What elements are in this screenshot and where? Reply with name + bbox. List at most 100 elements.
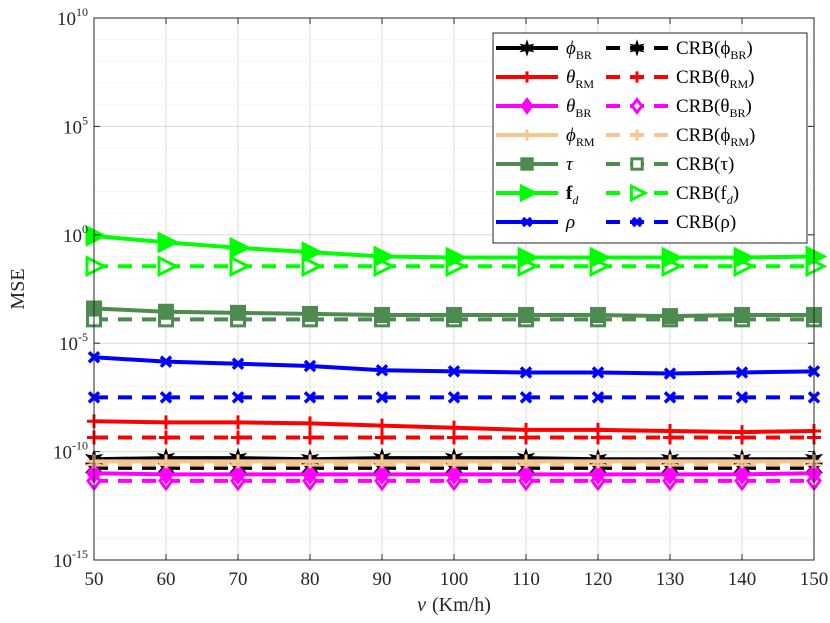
legend-label-sub: BR	[729, 106, 745, 120]
legend-entry-φ_BR: ϕBR	[496, 38, 592, 62]
legend-entry-CRB(φ_BR): CRB(ϕBR)	[606, 38, 753, 62]
marker-diamond	[158, 463, 174, 485]
legend-label-main: CRB(ϕ	[676, 38, 730, 59]
marker-x	[663, 367, 677, 380]
marker-star	[629, 39, 645, 57]
legend-entry-ρ: ρ	[496, 212, 575, 233]
legend-entry-CRB(θ_BR): CRB(θBR)	[606, 96, 752, 120]
legend-label-main: θ	[566, 96, 575, 117]
marker-plus	[159, 415, 173, 430]
y-tick-label: 105	[63, 113, 88, 138]
y-tick-base: 10	[57, 9, 76, 30]
marker-x	[735, 391, 749, 404]
legend-label-main: CRB(ρ)	[676, 212, 736, 233]
marker-plus	[735, 425, 749, 440]
legend-entry-f_d: fd	[496, 183, 579, 207]
legend-label-close: )	[733, 183, 739, 204]
marker-x	[159, 355, 173, 368]
marker-x	[375, 391, 389, 404]
marker-square	[520, 157, 534, 171]
marker-plus	[303, 430, 317, 445]
marker-diamond	[662, 463, 678, 485]
legend-label-sub: d	[727, 193, 734, 207]
legend-label-main: θ	[566, 67, 575, 88]
legend-box	[492, 32, 808, 244]
y-tick-label: 100	[63, 222, 88, 247]
y-tick-exponent: -10	[72, 439, 88, 453]
legend-label: CRB(ρ)	[676, 212, 736, 233]
marker-diamond	[518, 463, 534, 485]
marker-triangle	[157, 231, 180, 254]
marker-square	[662, 308, 678, 325]
legend-label: ϕRM	[566, 125, 595, 149]
legend-label-main: CRB(τ)	[676, 154, 734, 175]
marker-plus	[303, 416, 317, 431]
legend-label-sub: BR	[576, 48, 592, 62]
marker-x	[447, 365, 461, 378]
y-tick-exponent: -5	[78, 330, 88, 344]
marker-triangle	[85, 255, 108, 278]
legend-label-main: ϕ	[566, 38, 576, 59]
marker-plus	[519, 422, 533, 437]
x-tick-label: 80	[301, 569, 320, 590]
marker-plus	[735, 454, 749, 469]
legend-label-sub: d	[572, 193, 579, 207]
marker-plus	[375, 454, 389, 469]
legend-entry-θ_RM: θRM	[496, 67, 594, 91]
marker-diamond	[374, 463, 390, 485]
legend-label: CRB(fd)	[676, 183, 739, 207]
marker-square	[230, 304, 246, 321]
marker-diamond	[446, 463, 462, 485]
marker-x	[159, 391, 173, 404]
marker-square	[734, 307, 750, 324]
marker-plus	[159, 454, 173, 469]
y-tick-label: 10-10	[53, 439, 88, 464]
legend-label: τ	[566, 154, 574, 175]
marker-plus	[231, 415, 245, 430]
y-tick-label: 10-15	[53, 547, 88, 572]
marker-plus	[663, 454, 677, 469]
marker-square	[158, 303, 174, 320]
y-tick-exponent: 0	[82, 222, 88, 236]
x-tick-label: 100	[440, 569, 469, 590]
marker-plus	[521, 71, 533, 83]
marker-x	[591, 391, 605, 404]
x-tick-label: 140	[728, 569, 757, 590]
marker-triangle	[629, 183, 649, 203]
legend-label-sub: RM	[575, 77, 594, 91]
legend-label-sub: BR	[730, 48, 746, 62]
marker-plus	[591, 422, 605, 437]
y-tick-exponent: -15	[72, 547, 88, 561]
y-tick-base: 10	[59, 334, 78, 355]
legend-label-sub: RM	[576, 135, 595, 149]
marker-plus	[231, 454, 245, 469]
legend-label: fd	[566, 183, 579, 207]
legend-label-main: f	[566, 183, 573, 204]
series-f_d	[85, 224, 828, 269]
marker-x	[519, 366, 533, 379]
marker-plus	[375, 430, 389, 445]
y-tick-base: 10	[63, 226, 82, 247]
legend-entry-CRB(θ_RM): CRB(θRM)	[606, 67, 754, 91]
marker-diamond	[630, 97, 644, 115]
series-CRB(θ_RM)	[87, 430, 821, 445]
marker-triangle	[85, 224, 108, 247]
marker-plus	[663, 424, 677, 439]
y-tick-base: 10	[53, 551, 72, 572]
marker-triangle	[301, 241, 324, 264]
legend: ϕBRθRMθBRϕRMτfdρCRB(ϕBR)CRB(θRM)CRB(θBR)…	[492, 32, 808, 244]
x-tick-label: 120	[584, 569, 613, 590]
marker-plus	[303, 454, 317, 469]
marker-diamond	[734, 463, 750, 485]
y-axis-label: MSE	[7, 268, 29, 309]
marker-square	[302, 305, 318, 322]
marker-plus	[521, 129, 533, 141]
x-tick-label: 70	[229, 569, 248, 590]
y-tick-base: 10	[53, 443, 72, 464]
marker-plus	[631, 71, 643, 83]
legend-label: θBR	[566, 96, 591, 120]
marker-triangle	[517, 246, 540, 269]
y-tick-base: 10	[63, 117, 82, 138]
legend-label-sub: RM	[730, 135, 749, 149]
